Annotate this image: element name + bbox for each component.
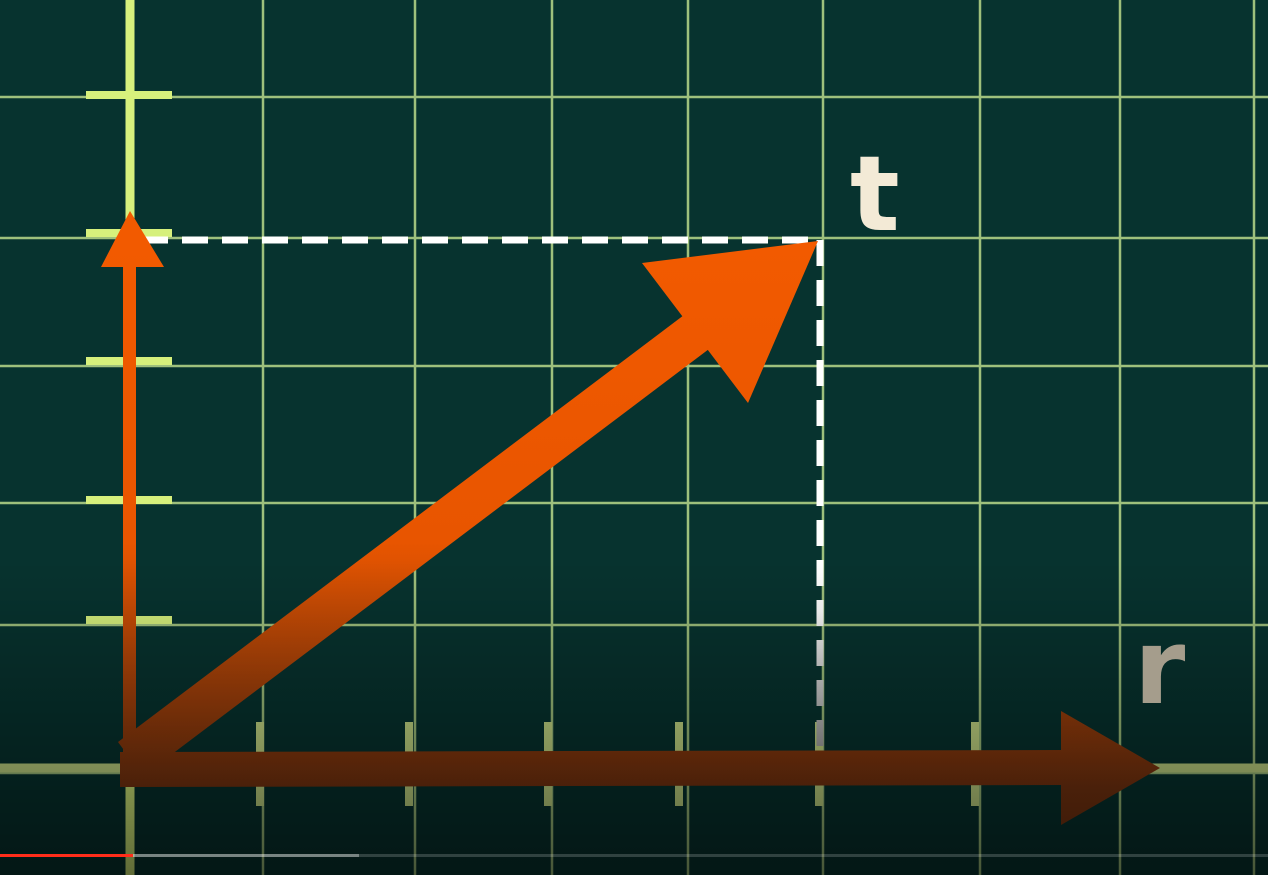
label-t: t [850,133,900,255]
vertical-component-arrowhead [101,211,164,267]
video-buffered-bar [0,854,359,857]
video-progress-bar[interactable] [0,854,1268,857]
video-played-bar [0,854,134,857]
y-axis-tick [86,91,172,99]
label-r: r [1134,606,1185,728]
bottom-shade [0,560,1268,875]
resultant-vector-arrowhead [642,241,818,403]
